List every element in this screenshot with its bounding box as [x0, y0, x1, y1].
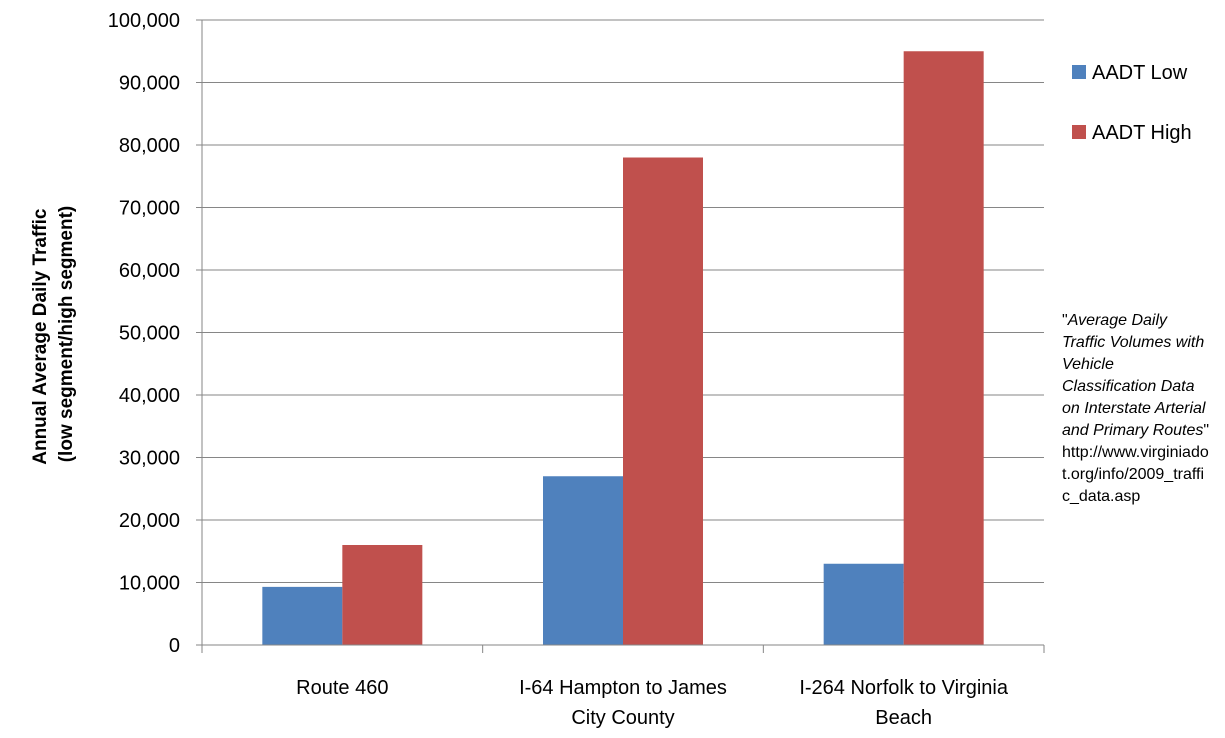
x-category-labels: Route 460 I-64 Hampton to James City Count… [296, 677, 1009, 729]
y-tick-label: 60,000 [119, 260, 180, 282]
y-tick-label: 80,000 [119, 135, 180, 157]
x-category-label: I-64 Hampton to James City County [519, 677, 727, 729]
x-category-label: I-264 Norfolk to Virginia Beach [799, 677, 1009, 729]
source-quote-open: " [1062, 312, 1068, 329]
y-tick-label: 30,000 [119, 448, 180, 470]
source-annotation: "Average Daily Traffic Volumes with Vehi… [1062, 310, 1212, 508]
y-tick-label: 100,000 [108, 10, 180, 32]
x-category-label-line: Beach [875, 707, 932, 729]
bar-aadt-high [903, 51, 984, 645]
source-quote-close: " [1203, 422, 1210, 439]
x-category-label-line: Route 460 [296, 677, 388, 699]
y-tick-label: 90,000 [119, 73, 180, 95]
y-tick-label: 70,000 [119, 198, 180, 220]
y-axis-label: Annual Average Daily Traffic (low segmen… [30, 203, 77, 465]
bar-aadt-low [262, 586, 343, 645]
y-axis-label-line1: Annual Average Daily Traffic [30, 208, 51, 465]
bar-aadt-low [823, 563, 904, 645]
y-tick-label: 20,000 [119, 510, 180, 532]
bar-aadt-low [543, 476, 623, 645]
source-url: http://www.virginiadot.org/info/2009_tra… [1062, 444, 1209, 505]
bar-aadt-high [623, 157, 703, 645]
x-category-label: Route 460 [296, 677, 388, 699]
y-axis-label-line2: (low segment/high segment) [56, 206, 77, 463]
legend-label: AADT Low [1092, 62, 1188, 84]
y-tick-label: 40,000 [119, 385, 180, 407]
bar-aadt-high [342, 545, 423, 645]
x-category-label-line: I-264 Norfolk to Virginia [799, 677, 1009, 699]
legend-swatch [1072, 65, 1086, 79]
y-tick-label: 0 [169, 635, 180, 657]
source-title: Average Daily Traffic Volumes with Vehic… [1062, 312, 1206, 439]
y-tick-labels: 0 10,000 20,000 30,000 40,000 50,000 60,000 70,… [108, 10, 180, 657]
x-category-label-line: City County [571, 707, 674, 729]
axes [196, 19, 1045, 653]
y-tick-label: 50,000 [119, 323, 180, 345]
x-category-label-line: I-64 Hampton to James [519, 677, 727, 699]
legend-swatch [1072, 125, 1086, 139]
legend-label: AADT High [1092, 122, 1192, 144]
bars [262, 51, 984, 645]
legend: AADT Low AADT High [1072, 62, 1192, 144]
y-tick-label: 10,000 [119, 573, 180, 595]
